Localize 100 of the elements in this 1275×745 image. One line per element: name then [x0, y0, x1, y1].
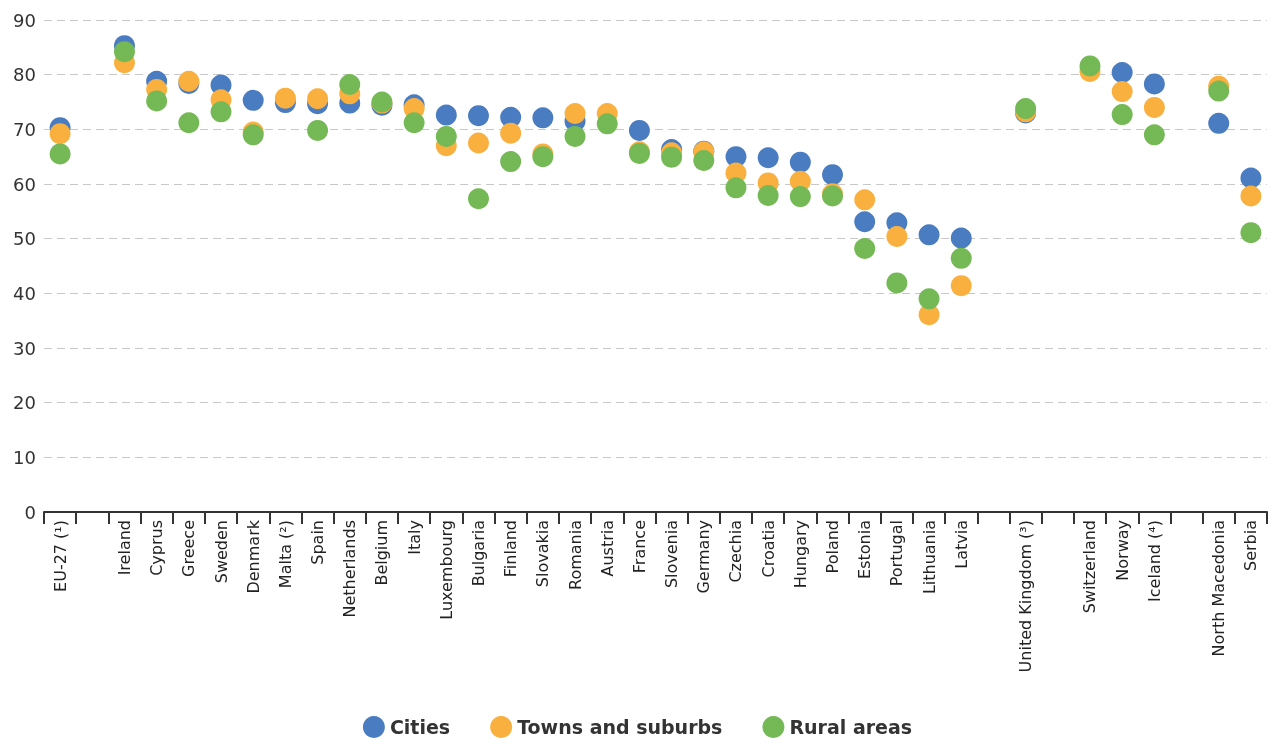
- x-tick-label: Croatia: [758, 520, 778, 578]
- point: [210, 101, 232, 123]
- point: [886, 225, 908, 247]
- x-tick-label: Netherlands: [340, 520, 360, 618]
- point: [789, 186, 811, 208]
- point: [1111, 61, 1133, 83]
- y-tick-label: 70: [13, 118, 36, 140]
- x-tick-label: EU-27 (¹): [50, 520, 70, 592]
- x-tick-label: Hungary: [790, 520, 810, 589]
- x-tick-label: Slovenia: [662, 520, 682, 589]
- x-tick-label: North Macedonia: [1209, 520, 1229, 657]
- point: [242, 89, 264, 111]
- point: [403, 112, 425, 134]
- point: [564, 102, 586, 124]
- point: [854, 189, 876, 211]
- point: [468, 105, 489, 127]
- point: [1240, 222, 1262, 244]
- point: [757, 184, 779, 206]
- point: [1240, 185, 1262, 207]
- x-tick-label: Cyprus: [147, 520, 167, 576]
- point: [918, 224, 940, 246]
- point: [339, 74, 361, 95]
- point: [918, 288, 940, 310]
- x-tick-label: Germany: [694, 520, 714, 594]
- y-tick-label: 50: [13, 228, 36, 250]
- point: [886, 272, 908, 294]
- point: [113, 41, 135, 63]
- point: [468, 132, 489, 154]
- point: [1143, 124, 1165, 146]
- point: [435, 125, 457, 147]
- point: [854, 211, 876, 233]
- y-tick-label: 40: [13, 282, 36, 304]
- x-tick-label: Serbia: [1241, 520, 1261, 571]
- point: [468, 188, 489, 210]
- point: [274, 87, 296, 109]
- x-tick-label: Portugal: [887, 520, 907, 587]
- x-tick-label: Estonia: [855, 520, 875, 579]
- point: [1208, 112, 1230, 134]
- x-tick-label: Latvia: [951, 520, 971, 569]
- y-tick-label: 60: [13, 173, 36, 195]
- legend-label: Towns and suburbs: [517, 716, 723, 738]
- point: [1111, 104, 1133, 126]
- point: [789, 151, 811, 173]
- point: [49, 123, 71, 145]
- x-tick-label: Denmark: [243, 519, 263, 594]
- point: [1208, 80, 1230, 102]
- x-tick-label: Bulgaria: [468, 520, 488, 587]
- x-tick-label: Malta (²): [275, 520, 295, 589]
- x-tick-label: Czechia: [726, 520, 746, 583]
- x-tick-label: Italy: [404, 520, 424, 555]
- point: [1240, 167, 1262, 189]
- y-tick-label: 80: [13, 64, 36, 86]
- x-tick-label: Lithuania: [919, 520, 939, 595]
- point: [596, 113, 618, 135]
- point: [628, 119, 650, 141]
- point: [435, 104, 457, 126]
- x-tick-label: Belgium: [372, 520, 392, 586]
- legend-label: Cities: [389, 716, 451, 738]
- x-tick-label: Iceland (⁴): [1144, 520, 1164, 602]
- point: [854, 238, 876, 259]
- point: [564, 125, 586, 147]
- point: [950, 275, 972, 297]
- x-tick-label: Spain: [308, 520, 328, 565]
- y-tick-label: 90: [13, 9, 36, 31]
- point: [1143, 96, 1165, 118]
- x-tick-label: United Kingdom (³): [1016, 520, 1036, 673]
- x-tick-label: Finland: [501, 520, 521, 578]
- point: [1143, 73, 1165, 95]
- point: [500, 122, 522, 144]
- point: [178, 112, 200, 134]
- point: [822, 164, 844, 186]
- x-tick-label: Slovakia: [533, 520, 553, 588]
- y-tick-label: 30: [13, 337, 36, 359]
- x-tick-label: Luxembourg: [436, 520, 456, 620]
- x-tick-label: Switzerland: [1080, 520, 1100, 614]
- point: [500, 151, 522, 173]
- point: [950, 247, 972, 269]
- x-tick-label: Sweden: [211, 520, 231, 584]
- point: [146, 90, 168, 112]
- y-tick-label: 10: [13, 446, 36, 468]
- legend-label: Rural areas: [789, 716, 913, 738]
- point: [532, 107, 554, 129]
- point: [307, 119, 329, 141]
- y-tick-label: 0: [24, 501, 36, 523]
- x-tick-label: France: [629, 520, 649, 574]
- x-tick-label: Ireland: [114, 520, 134, 576]
- point: [49, 143, 71, 165]
- point: [757, 147, 779, 169]
- x-tick-label: Romania: [565, 520, 585, 590]
- x-tick-label: Greece: [179, 520, 199, 577]
- point: [725, 177, 747, 199]
- x-tick-label: Poland: [823, 520, 843, 574]
- y-tick-label: 20: [13, 392, 36, 414]
- x-tick-label: Norway: [1112, 520, 1132, 581]
- point: [693, 150, 715, 171]
- x-tick-label: Austria: [597, 520, 617, 577]
- point: [1111, 81, 1133, 103]
- point: [950, 227, 972, 249]
- point: [307, 88, 329, 110]
- point: [1079, 55, 1101, 77]
